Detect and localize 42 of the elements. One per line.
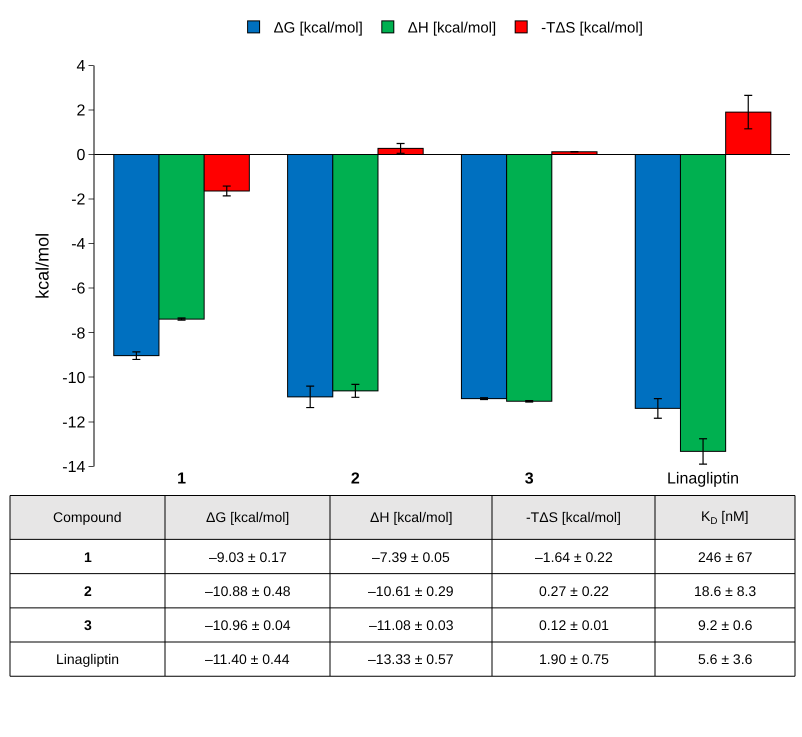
- x-tick-label: 3: [524, 470, 534, 488]
- y-tick-label: -2: [71, 192, 86, 209]
- text: 18.6 ± 8.3: [694, 583, 756, 599]
- text: –10.88 ± 0.48: [205, 583, 291, 599]
- text: –9.03 ± 0.17: [209, 549, 287, 565]
- legend-label: -TΔS [kcal/mol]: [541, 20, 643, 37]
- text: ΔG [kcal/mol]: [206, 509, 290, 525]
- x-tick-label: Linagliptin: [667, 470, 740, 488]
- text: –13.33 ± 0.57: [368, 651, 454, 667]
- y-tick-label: -4: [71, 236, 86, 254]
- text: –7.39 ± 0.05: [372, 549, 450, 565]
- x-tick-label: 1: [177, 470, 186, 488]
- text: K$_{D}$ [nM]: [701, 508, 749, 527]
- text: 9.2 ± 0.6: [698, 617, 753, 633]
- y-tick-label: -10: [62, 370, 86, 387]
- y-tick-label: -8: [71, 325, 86, 342]
- text: 5.6 ± 3.6: [698, 651, 753, 667]
- y-tick-label: -12: [62, 414, 86, 432]
- text: 0.12 ± 0.01: [539, 617, 610, 633]
- y-tick-label: -14: [62, 458, 86, 476]
- text: ΔH [kcal/mol]: [370, 509, 452, 525]
- y-axis-title: kcal/mol: [32, 232, 53, 299]
- y-tick-label: 4: [76, 58, 86, 75]
- text: 0.27 ± 0.22: [539, 583, 610, 599]
- legend-label: ΔH [kcal/mol]: [408, 20, 496, 37]
- y-tick-label: -6: [71, 280, 86, 298]
- text: 3: [84, 617, 92, 633]
- text: –10.96 ± 0.04: [205, 617, 291, 633]
- text: –1.64 ± 0.22: [535, 549, 613, 565]
- x-tick-label: 2: [350, 470, 360, 488]
- text: 246 ± 67: [698, 549, 753, 565]
- text: –11.08 ± 0.03: [369, 617, 454, 633]
- text: 1.90 ± 0.75: [539, 651, 610, 667]
- text: -TΔS [kcal/mol]: [526, 509, 621, 525]
- text: Compound: [53, 509, 122, 525]
- text: –11.40 ± 0.44: [205, 651, 290, 667]
- y-tick-label: 2: [76, 102, 86, 120]
- legend-label: ΔG [kcal/mol]: [274, 20, 363, 37]
- text: 1: [84, 549, 92, 565]
- y-tick-label: 0: [76, 147, 86, 164]
- text: Linagliptin: [56, 651, 120, 667]
- text: –10.61 ± 0.29: [368, 583, 454, 599]
